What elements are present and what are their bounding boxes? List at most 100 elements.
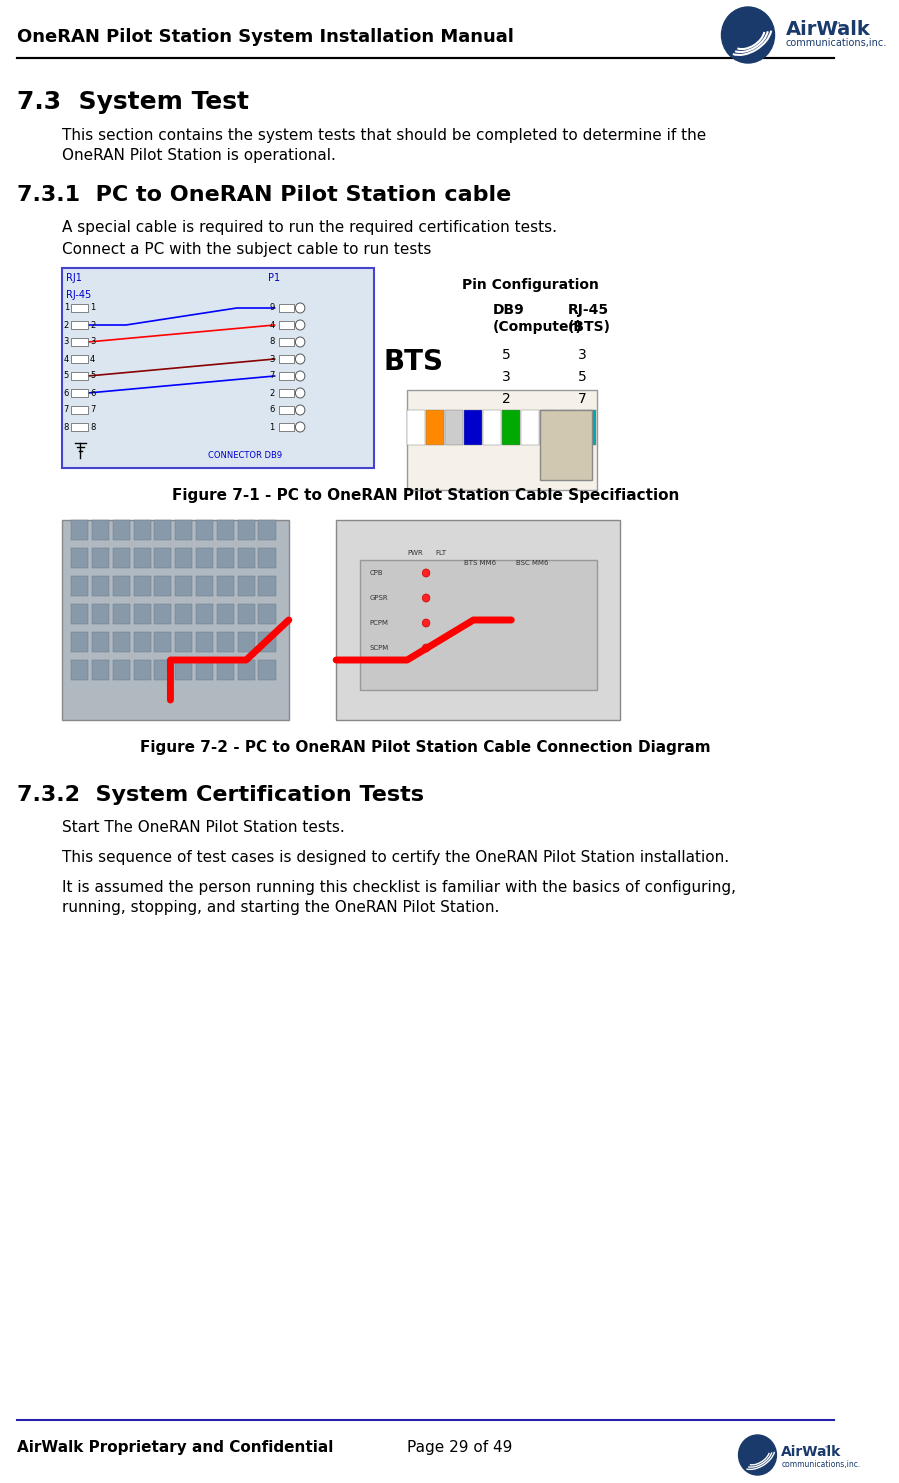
Bar bbox=[426, 409, 444, 445]
Text: 7: 7 bbox=[269, 372, 274, 381]
Bar bbox=[175, 549, 192, 568]
Text: Page 29 of 49: Page 29 of 49 bbox=[407, 1440, 512, 1455]
Bar bbox=[134, 549, 150, 568]
Bar bbox=[259, 549, 275, 568]
Text: PWR: PWR bbox=[407, 550, 423, 556]
Text: RJ1: RJ1 bbox=[67, 273, 82, 283]
Bar bbox=[134, 575, 150, 596]
Bar bbox=[280, 389, 295, 397]
Bar bbox=[217, 604, 234, 624]
Text: 4: 4 bbox=[90, 354, 95, 363]
Bar bbox=[217, 632, 234, 653]
Bar bbox=[280, 354, 295, 363]
Bar bbox=[112, 604, 129, 624]
Text: 5: 5 bbox=[578, 369, 587, 384]
Text: OneRAN Pilot Station System Installation Manual: OneRAN Pilot Station System Installation… bbox=[17, 28, 514, 46]
Text: AirWalk: AirWalk bbox=[786, 19, 870, 39]
Bar bbox=[134, 521, 150, 540]
Bar bbox=[196, 604, 213, 624]
Bar bbox=[483, 409, 501, 445]
Text: 1: 1 bbox=[270, 423, 274, 432]
Bar bbox=[237, 575, 254, 596]
Bar bbox=[280, 338, 295, 346]
Circle shape bbox=[296, 423, 305, 432]
Bar bbox=[259, 521, 275, 540]
Text: DB9: DB9 bbox=[493, 303, 524, 317]
Bar bbox=[196, 632, 213, 653]
Text: 7: 7 bbox=[64, 405, 69, 415]
Text: This section contains the system tests that should be completed to determine if : This section contains the system tests t… bbox=[61, 128, 706, 142]
Text: 4: 4 bbox=[270, 320, 274, 329]
Bar bbox=[155, 632, 172, 653]
Text: SCPM: SCPM bbox=[369, 645, 388, 651]
Bar bbox=[259, 660, 275, 681]
Circle shape bbox=[739, 1436, 777, 1476]
Bar bbox=[196, 575, 213, 596]
Text: 6: 6 bbox=[90, 389, 95, 397]
Bar bbox=[259, 575, 275, 596]
Bar bbox=[259, 604, 275, 624]
Text: 8: 8 bbox=[269, 338, 274, 347]
Bar bbox=[360, 561, 597, 690]
Bar bbox=[155, 549, 172, 568]
Text: 7.3  System Test: 7.3 System Test bbox=[17, 90, 249, 114]
Bar bbox=[71, 423, 88, 432]
Text: communications,inc.: communications,inc. bbox=[786, 39, 887, 47]
Text: 5: 5 bbox=[90, 372, 95, 381]
Text: 3: 3 bbox=[578, 349, 587, 362]
Bar bbox=[112, 632, 129, 653]
Bar bbox=[92, 575, 109, 596]
Text: (BTS): (BTS) bbox=[568, 320, 611, 334]
Text: CONNECTOR DB9: CONNECTOR DB9 bbox=[209, 451, 282, 460]
Text: ™: ™ bbox=[832, 19, 841, 30]
Bar bbox=[71, 354, 88, 363]
Text: AirWalk Proprietary and Confidential: AirWalk Proprietary and Confidential bbox=[17, 1440, 334, 1455]
Text: PCPM: PCPM bbox=[369, 620, 388, 626]
Text: BTS: BTS bbox=[384, 349, 443, 377]
Text: 3: 3 bbox=[64, 338, 69, 347]
Text: 1: 1 bbox=[64, 304, 69, 313]
Bar bbox=[280, 406, 295, 414]
Bar bbox=[196, 660, 213, 681]
Bar bbox=[92, 521, 109, 540]
Text: Pin Configuration: Pin Configuration bbox=[462, 277, 599, 292]
Circle shape bbox=[296, 337, 305, 347]
Bar bbox=[280, 423, 295, 432]
Text: 3: 3 bbox=[269, 354, 274, 363]
Text: communications,inc.: communications,inc. bbox=[781, 1459, 860, 1470]
Bar bbox=[112, 575, 129, 596]
Bar bbox=[196, 549, 213, 568]
Text: 3: 3 bbox=[90, 338, 95, 347]
Text: Figure 7-1 - PC to OneRAN Pilot Station Cable Specifiaction: Figure 7-1 - PC to OneRAN Pilot Station … bbox=[172, 488, 680, 503]
Bar bbox=[175, 521, 192, 540]
Text: 7: 7 bbox=[578, 392, 587, 406]
Bar bbox=[217, 575, 234, 596]
Bar bbox=[112, 549, 129, 568]
Text: GPSR: GPSR bbox=[369, 595, 387, 601]
Bar bbox=[71, 604, 88, 624]
Bar bbox=[217, 549, 234, 568]
Bar bbox=[217, 521, 234, 540]
Circle shape bbox=[296, 371, 305, 381]
Circle shape bbox=[423, 595, 430, 602]
Bar bbox=[464, 409, 482, 445]
Bar bbox=[237, 632, 254, 653]
Bar bbox=[155, 521, 172, 540]
Text: RJ-45: RJ-45 bbox=[568, 303, 610, 317]
Bar bbox=[502, 409, 520, 445]
Text: 2: 2 bbox=[90, 320, 95, 329]
Bar bbox=[407, 409, 425, 445]
Text: 5: 5 bbox=[64, 372, 69, 381]
Text: running, stopping, and starting the OneRAN Pilot Station.: running, stopping, and starting the OneR… bbox=[61, 900, 499, 915]
Circle shape bbox=[296, 389, 305, 397]
Bar bbox=[407, 390, 597, 489]
Bar bbox=[175, 604, 192, 624]
Bar bbox=[280, 304, 295, 311]
Bar bbox=[71, 549, 88, 568]
Text: AirWalk: AirWalk bbox=[781, 1444, 841, 1459]
Bar bbox=[237, 549, 254, 568]
Bar bbox=[237, 660, 254, 681]
Text: 7: 7 bbox=[90, 405, 95, 415]
Text: 7.3.1  PC to OneRAN Pilot Station cable: 7.3.1 PC to OneRAN Pilot Station cable bbox=[17, 185, 512, 205]
FancyBboxPatch shape bbox=[61, 268, 374, 469]
